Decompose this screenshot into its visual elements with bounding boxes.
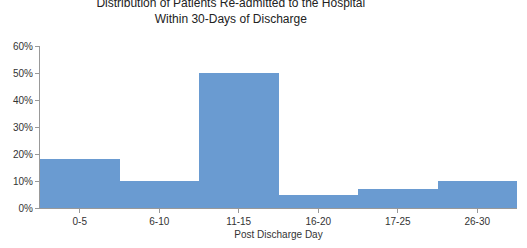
svg-text:10%: 10% [13, 176, 33, 187]
svg-text:40%: 40% [13, 95, 33, 106]
svg-text:60%: 60% [13, 41, 33, 52]
svg-text:20%: 20% [13, 149, 33, 160]
svg-text:Distribution of Patients Re-ad: Distribution of Patients Re-admitted to … [96, 0, 365, 26]
svg-text:0%: 0% [19, 203, 34, 214]
svg-text:Post Discharge Day: Post Discharge Day [234, 229, 322, 240]
svg-text:30%: 30% [13, 122, 33, 133]
svg-text:6-10: 6-10 [149, 216, 169, 227]
svg-text:16-20: 16-20 [305, 216, 331, 227]
svg-text:0-5: 0-5 [73, 216, 88, 227]
svg-text:11-15: 11-15 [226, 216, 251, 227]
svg-text:50%: 50% [13, 68, 33, 79]
svg-text:26-30: 26-30 [464, 216, 490, 227]
svg-text:17-25: 17-25 [385, 216, 411, 227]
